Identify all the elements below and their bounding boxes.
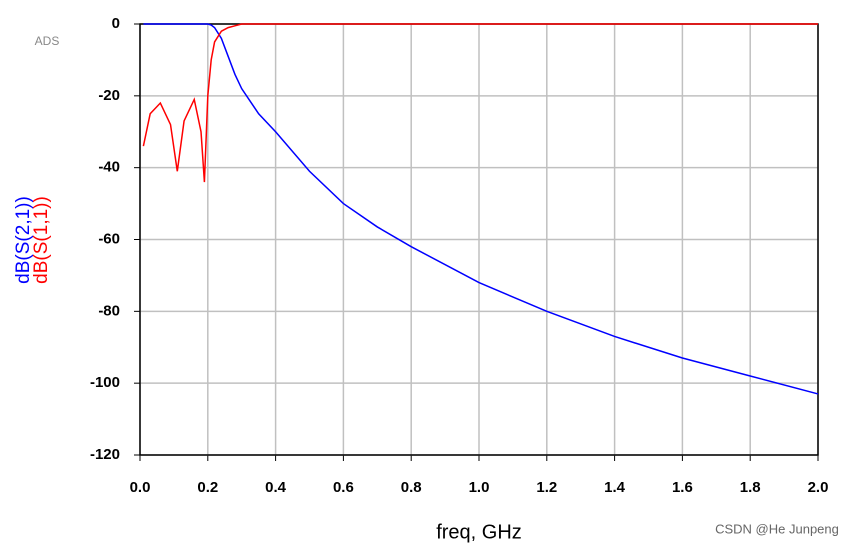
brand: ADS	[35, 34, 60, 48]
y-tick-label: -40	[98, 159, 120, 176]
series-line	[143, 23, 819, 395]
y-tick-label: -120	[90, 446, 120, 463]
x-tick-label: 1.0	[469, 479, 490, 496]
y-tick-label: -100	[90, 374, 120, 391]
y-tick-label: 0	[112, 15, 120, 32]
x-tick-label: 1.6	[672, 479, 693, 496]
x-tick-label: 2.0	[808, 479, 829, 496]
watermark: CSDN @He Junpeng	[715, 521, 839, 536]
series-line	[142, 23, 818, 183]
legend-label: dB(S(1,1))	[31, 196, 52, 284]
x-tick-label: 0.4	[265, 479, 287, 496]
x-tick-label: 0.2	[197, 479, 218, 496]
y-tick-label: -60	[98, 230, 120, 247]
x-tick-label: 1.2	[536, 479, 557, 496]
x-axis-label: freq, GHz	[436, 521, 522, 543]
x-tick-label: 1.4	[604, 479, 626, 496]
x-tick-label: 0.0	[130, 479, 151, 496]
legend-label: dB(S(2,1))	[13, 196, 34, 284]
y-tick-label: -80	[98, 302, 120, 319]
x-tick-label: 1.8	[740, 479, 761, 496]
y-tick-label: -20	[98, 87, 120, 104]
x-tick-label: 0.8	[401, 479, 422, 496]
x-tick-label: 0.6	[333, 479, 354, 496]
